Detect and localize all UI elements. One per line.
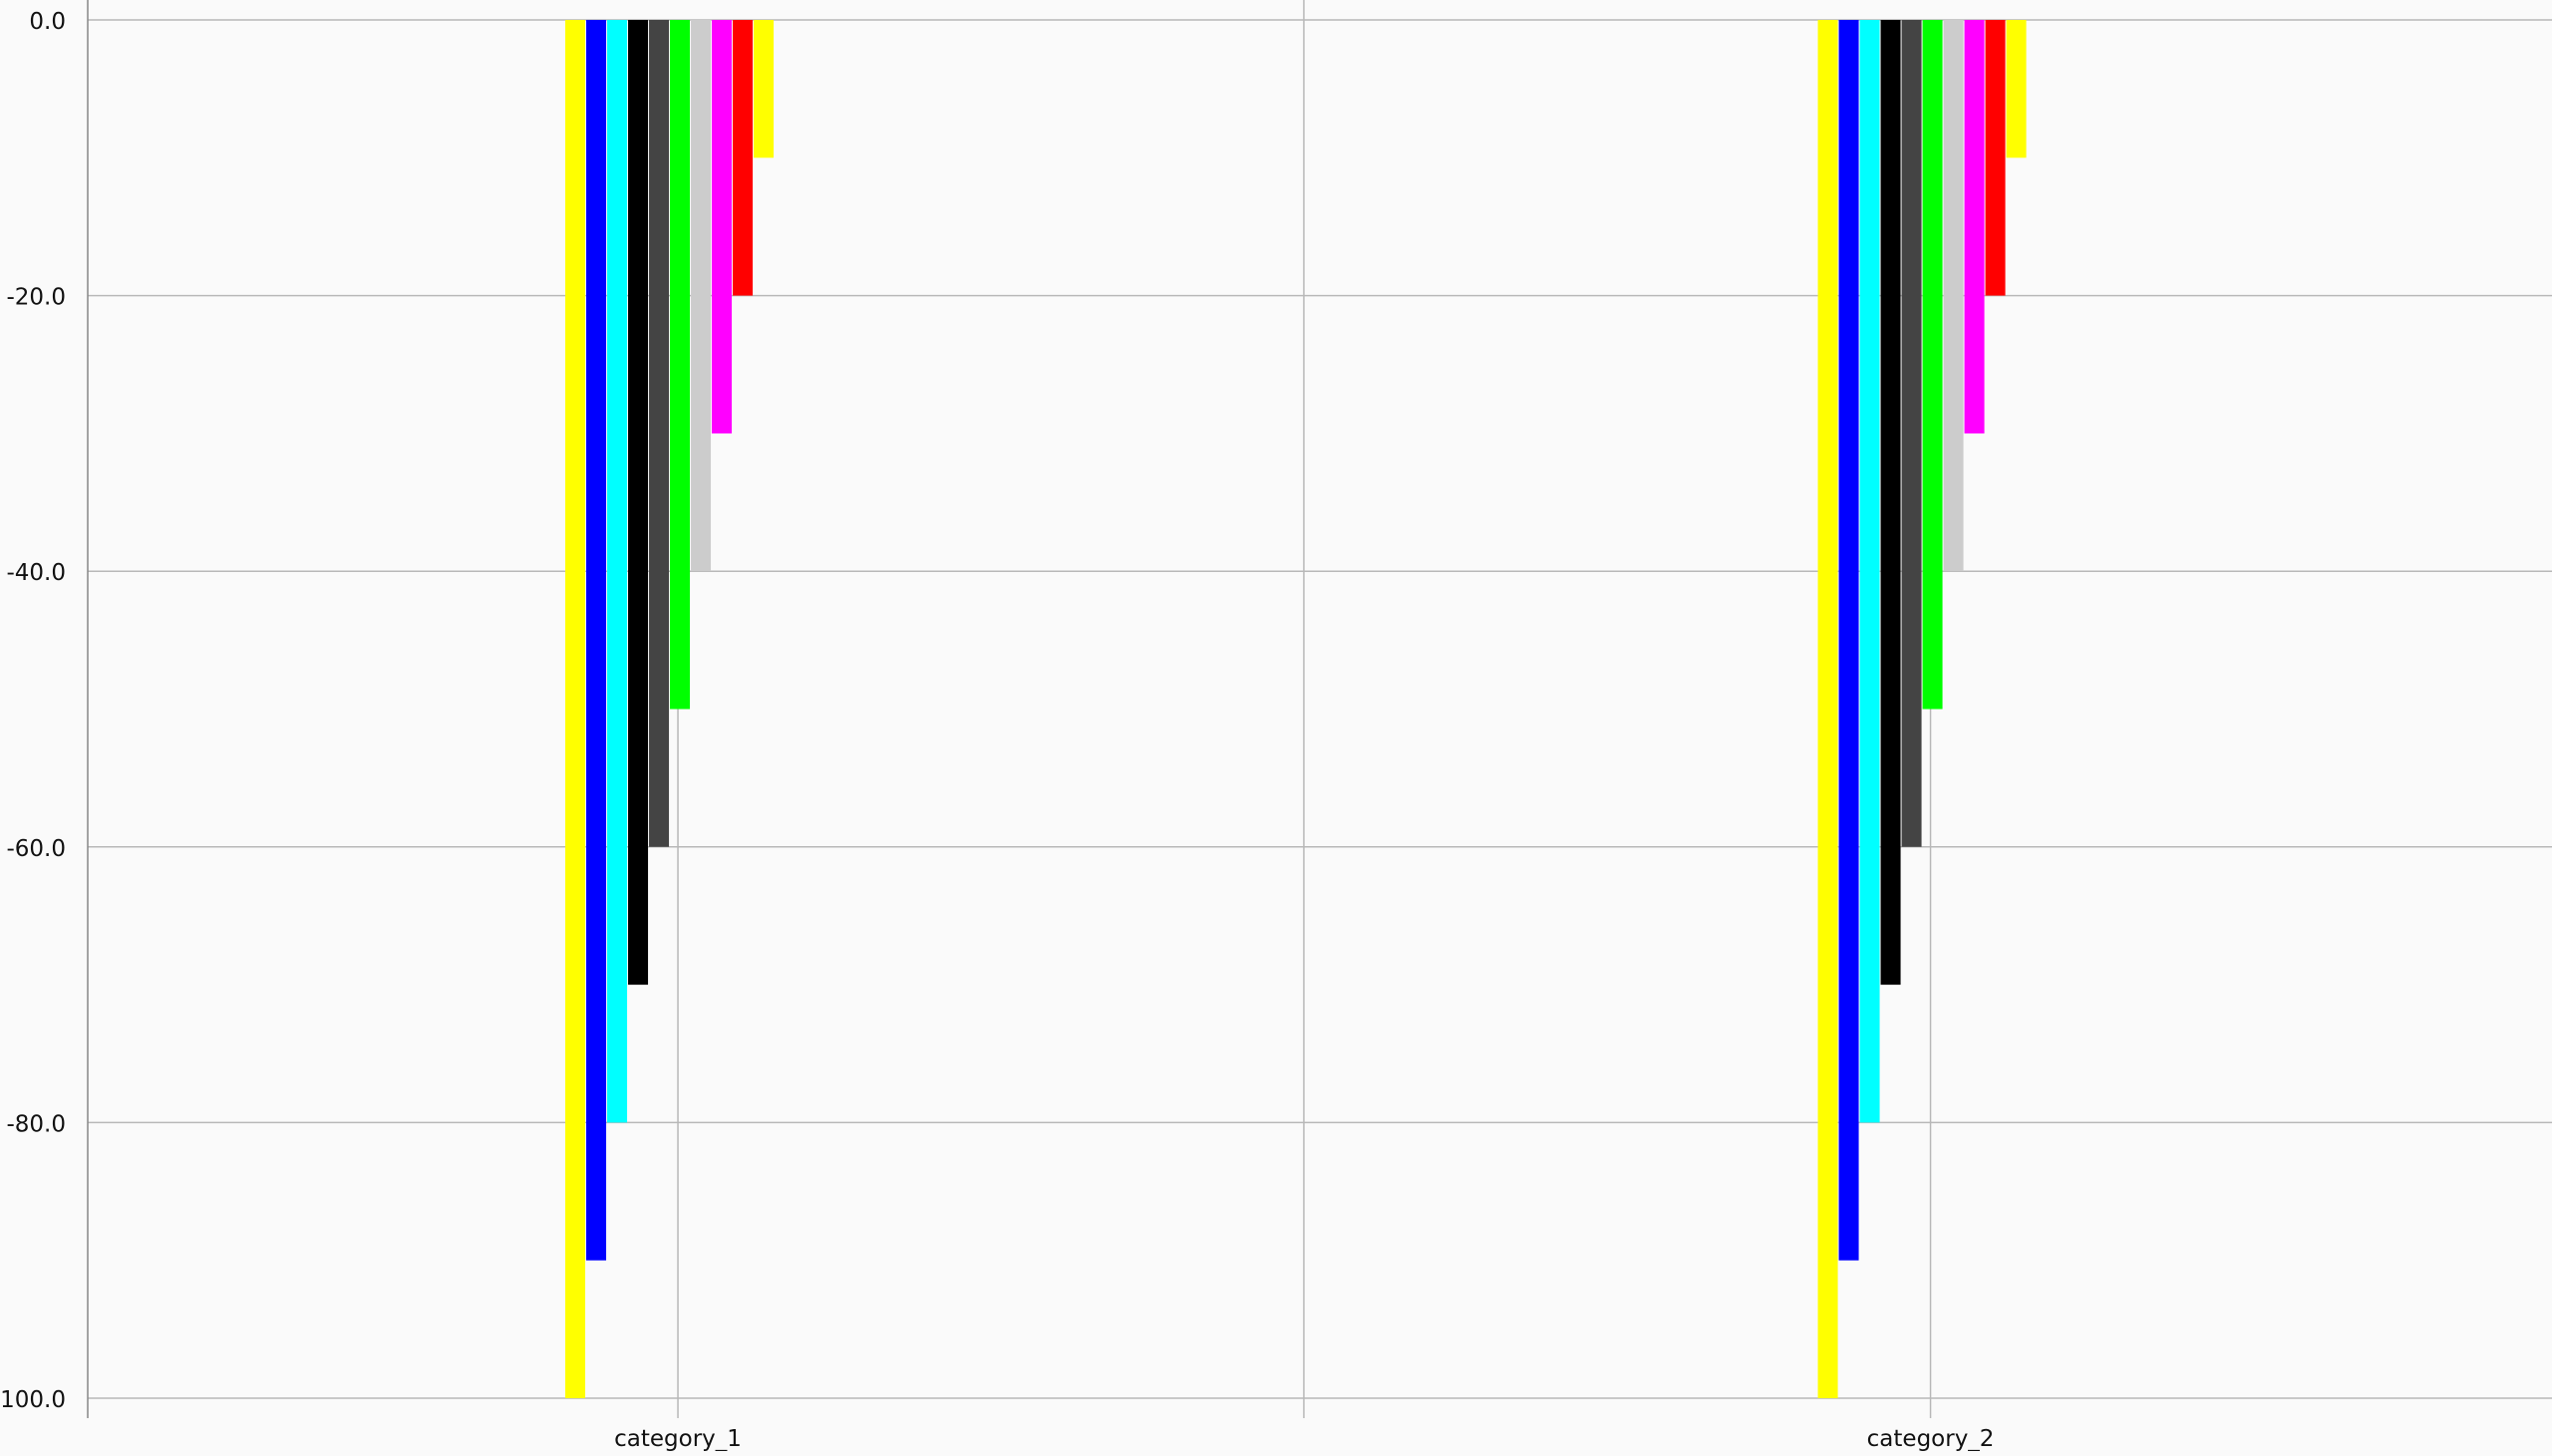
y-tick-label: -20.0	[6, 285, 66, 311]
bar	[1943, 20, 1964, 572]
y-tick-label: -100.0	[0, 1387, 66, 1413]
y-tick-label: -60.0	[6, 836, 66, 862]
bar	[1838, 20, 1859, 1261]
x-tick-label: category_1	[614, 1426, 742, 1451]
bar	[712, 20, 733, 434]
x-tick-label: category_2	[1867, 1426, 1995, 1451]
y-tick-label: -80.0	[6, 1111, 66, 1137]
bar	[1901, 20, 1922, 847]
bar	[586, 20, 607, 1261]
bar	[754, 20, 775, 158]
bar	[565, 20, 586, 1398]
bar	[670, 20, 691, 710]
bar	[1922, 20, 1943, 710]
bar	[1859, 20, 1880, 1123]
bar	[607, 20, 628, 1123]
bar	[1985, 20, 2006, 296]
y-tick-label: 0.0	[29, 9, 66, 35]
bar	[1964, 20, 1985, 434]
bars	[565, 20, 2027, 1398]
bar	[2006, 20, 2027, 158]
bar	[628, 20, 649, 986]
bar	[733, 20, 754, 296]
grid-lines	[88, 0, 2552, 1418]
bar	[691, 20, 712, 572]
bar	[1880, 20, 1901, 986]
bar	[649, 20, 670, 847]
y-tick-label: -40.0	[6, 560, 66, 586]
bar	[1817, 20, 1838, 1398]
tick-labels: 0.0 -20.0 -40.0 -60.0 -80.0 -100.0 category_1 c…	[0, 9, 1995, 1452]
